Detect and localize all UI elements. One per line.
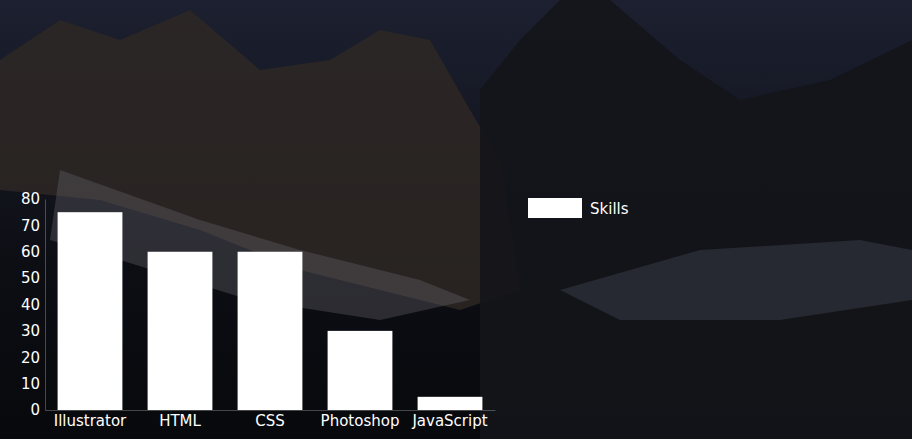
x-tick-label: Illustrator <box>54 412 127 430</box>
y-tick-label: 40 <box>21 296 40 314</box>
y-tick: 40 <box>21 296 45 314</box>
background-snow <box>560 240 912 320</box>
x-tick: Illustrator <box>54 412 127 430</box>
y-tick: 60 <box>21 243 45 261</box>
x-tick: Photoshop <box>321 412 400 430</box>
x-tick: CSS <box>255 412 285 430</box>
y-tick-label: 30 <box>21 322 40 340</box>
legend-entry: Skills <box>528 198 629 218</box>
x-tick: JavaScript <box>411 412 487 430</box>
y-tick-label: 0 <box>30 401 40 419</box>
legend-label: Skills <box>590 200 629 218</box>
y-axis: 0 10 20 30 40 50 60 70 80 <box>21 190 46 419</box>
y-tick: 30 <box>21 322 45 340</box>
bar <box>418 397 483 410</box>
y-tick: 20 <box>21 349 45 367</box>
background <box>0 0 912 439</box>
y-tick: 80 <box>21 190 45 208</box>
y-tick: 10 <box>21 375 45 393</box>
legend-swatch <box>528 198 582 218</box>
x-tick-label: CSS <box>255 412 285 430</box>
y-tick-label: 20 <box>21 349 40 367</box>
y-tick-label: 10 <box>21 375 40 393</box>
y-tick-label: 50 <box>21 269 40 287</box>
x-tick: HTML <box>159 412 201 430</box>
y-tick: 50 <box>21 269 45 287</box>
bar <box>328 331 393 410</box>
chart-container: 0 10 20 30 40 50 60 70 80 Illustrator HTML CSS Photo… <box>0 0 912 439</box>
bar <box>148 252 213 410</box>
y-tick: 70 <box>21 217 45 235</box>
chart-svg: 0 10 20 30 40 50 60 70 80 Illustrator HTML CSS Photo… <box>0 0 912 439</box>
y-tick-label: 80 <box>21 190 40 208</box>
bar <box>238 252 303 410</box>
x-tick-label: Photoshop <box>321 412 400 430</box>
y-tick: 0 <box>30 401 45 419</box>
legend: Skills <box>528 198 629 218</box>
x-tick-label: HTML <box>159 412 201 430</box>
y-tick-label: 70 <box>21 217 40 235</box>
x-axis: Illustrator HTML CSS Photoshop JavaScript <box>46 411 496 430</box>
plot-area <box>58 212 483 410</box>
x-tick-label: JavaScript <box>411 412 487 430</box>
y-tick-label: 60 <box>21 243 40 261</box>
background-mountain <box>480 0 912 439</box>
y-axis-line <box>45 200 46 411</box>
bar <box>58 212 123 410</box>
